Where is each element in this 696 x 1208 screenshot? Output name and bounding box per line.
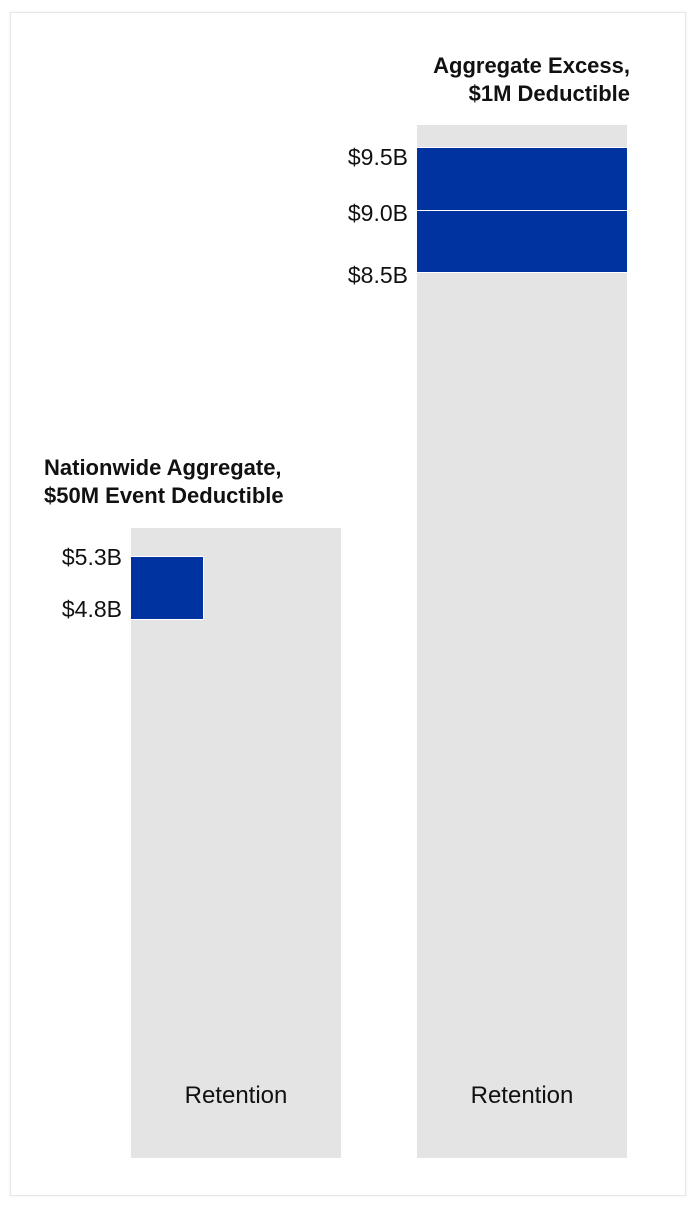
left-group-title: Nationwide Aggregate, $50M Event Deducti…	[44, 454, 284, 510]
right-group-title: Aggregate Excess, $1M Deductible	[433, 52, 630, 108]
left-title-line-1: Nationwide Aggregate,	[44, 455, 282, 480]
tick-label-9-0: $9.0B	[347, 200, 408, 226]
left-layer-bar	[130, 556, 204, 620]
right-title-line-2: $1M Deductible	[468, 81, 630, 106]
tick-label-9-5: $9.5B	[347, 144, 408, 170]
left-retention-label: Retention	[184, 1082, 288, 1109]
left-retention-column	[131, 528, 341, 1158]
right-layer-bar-upper	[416, 147, 628, 211]
right-retention-column	[417, 125, 627, 1158]
tick-label-8-5: $8.5B	[347, 262, 408, 288]
chart-frame	[10, 12, 686, 1196]
left-title-line-2: $50M Event Deductible	[44, 483, 284, 508]
right-title-line-1: Aggregate Excess,	[433, 53, 630, 78]
right-retention-label: Retention	[470, 1082, 574, 1109]
right-layer-bar-lower	[416, 210, 628, 273]
tick-label-4-8: $4.8B	[61, 596, 122, 622]
tick-label-5-3: $5.3B	[61, 544, 122, 570]
